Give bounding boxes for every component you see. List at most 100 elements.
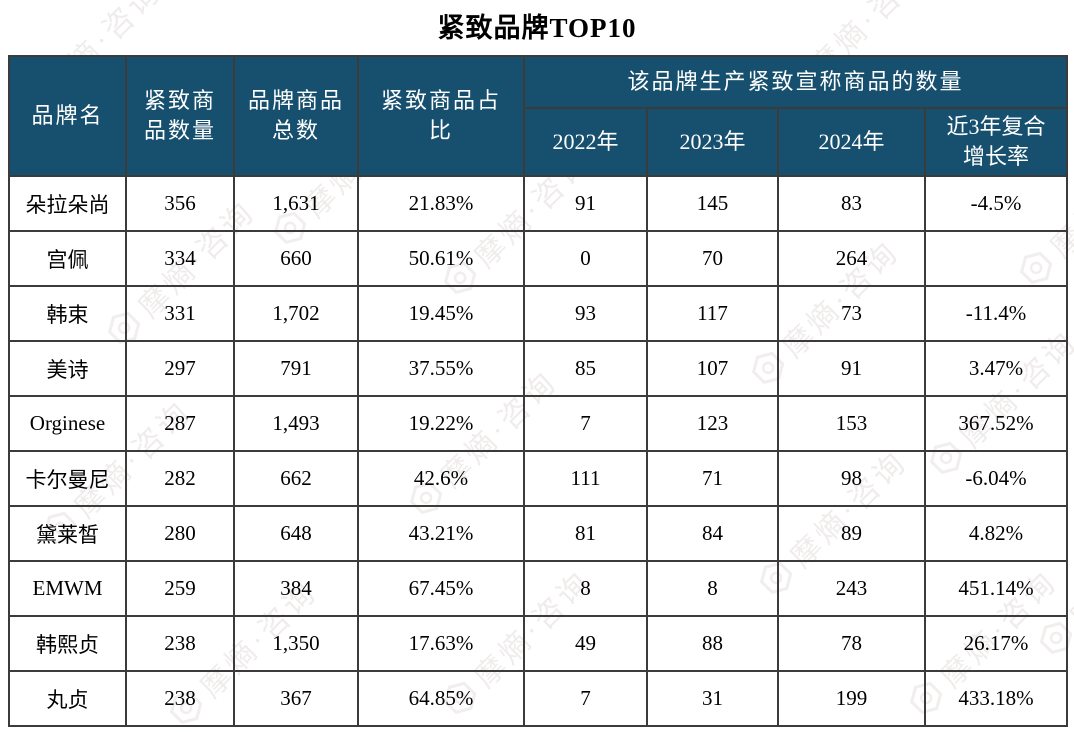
cell-firm_count: 331	[125, 285, 235, 342]
cell-y2023: 107	[646, 340, 779, 397]
cell-total_count: 1,493	[233, 395, 359, 452]
cell-y2022: 91	[523, 175, 648, 232]
cell-ratio: 19.22%	[357, 395, 525, 452]
cell-firm_count: 282	[125, 450, 235, 507]
cell-y2023: 88	[646, 615, 779, 672]
cell-total_count: 1,702	[233, 285, 359, 342]
cell-brand: 宫佩	[8, 230, 127, 287]
col-header-ratio: 紧致商品占 比	[357, 55, 525, 177]
cell-y2024: 98	[777, 450, 926, 507]
table-row: 宫佩 334 660 50.61% 0 70 264	[8, 230, 1069, 287]
cell-y2023: 145	[646, 175, 779, 232]
table-row: 朵拉朵尚 356 1,631 21.83% 91 145 83 -4.5%	[8, 175, 1069, 232]
cell-y2023: 123	[646, 395, 779, 452]
cell-cagr: 26.17%	[923, 615, 1069, 672]
cell-brand: 黛莱皙	[8, 505, 127, 562]
cell-total_count: 367	[233, 670, 359, 727]
cell-y2024: 153	[777, 395, 926, 452]
cell-total_count: 662	[233, 450, 359, 507]
cell-y2022: 111	[523, 450, 648, 507]
cell-y2022: 85	[523, 340, 648, 397]
cell-ratio: 64.85%	[357, 670, 525, 727]
cell-y2023: 8	[646, 560, 779, 617]
cell-cagr: 451.14%	[923, 560, 1069, 617]
cell-ratio: 43.21%	[357, 505, 525, 562]
table-row: 韩熙贞 238 1,350 17.63% 49 88 78 26.17%	[8, 615, 1069, 672]
cell-y2024: 243	[777, 560, 926, 617]
cell-brand: Orginese	[8, 395, 127, 452]
cell-cagr: 4.82%	[923, 505, 1069, 562]
cell-y2024: 83	[777, 175, 926, 232]
table-row: Orginese 287 1,493 19.22% 7 123 153 367.52%	[8, 395, 1069, 452]
cell-firm_count: 280	[125, 505, 235, 562]
cell-ratio: 50.61%	[357, 230, 525, 287]
cell-brand: 朵拉朵尚	[8, 175, 127, 232]
cell-brand: 丸贞	[8, 670, 127, 727]
cell-total_count: 1,631	[233, 175, 359, 232]
cell-total_count: 384	[233, 560, 359, 617]
cell-y2022: 49	[523, 615, 648, 672]
table-header: 品牌名 紧致商 品数量 品牌商品 总数 紧致商品占 比 该品牌生产紧致宣称商品的…	[8, 55, 1069, 177]
cell-y2022: 81	[523, 505, 648, 562]
table-row: 丸贞 238 367 64.85% 7 31 199 433.18%	[8, 670, 1069, 727]
col-header-group: 该品牌生产紧致宣称商品的数量	[522, 55, 1069, 109]
cell-y2022: 0	[523, 230, 648, 287]
table-row: 韩束 331 1,702 19.45% 93 117 73 -11.4%	[8, 285, 1069, 342]
cell-y2023: 117	[646, 285, 779, 342]
table-row: EMWM 259 384 67.45% 8 8 243 451.14%	[8, 560, 1069, 617]
cell-cagr: 3.47%	[923, 340, 1069, 397]
cell-total_count: 648	[233, 505, 359, 562]
col-header-brand: 品牌名	[8, 55, 127, 177]
cell-y2024: 199	[777, 670, 926, 727]
cell-brand: 美诗	[8, 340, 127, 397]
cell-firm_count: 259	[125, 560, 235, 617]
cell-y2024: 89	[777, 505, 926, 562]
top10-table: 品牌名 紧致商 品数量 品牌商品 总数 紧致商品占 比 该品牌生产紧致宣称商品的…	[8, 55, 1069, 727]
cell-y2022: 7	[523, 670, 648, 727]
cell-y2024: 78	[777, 615, 926, 672]
cell-y2023: 31	[646, 670, 779, 727]
table-row: 美诗 297 791 37.55% 85 107 91 3.47%	[8, 340, 1069, 397]
cell-total_count: 660	[233, 230, 359, 287]
table-row: 黛莱皙 280 648 43.21% 81 84 89 4.82%	[8, 505, 1069, 562]
cell-brand: EMWM	[8, 560, 127, 617]
cell-total_count: 1,350	[233, 615, 359, 672]
col-header-firm-count: 紧致商 品数量	[125, 55, 235, 177]
cell-y2023: 84	[646, 505, 779, 562]
cell-cagr: -4.5%	[923, 175, 1069, 232]
cell-cagr	[923, 230, 1069, 287]
page-title: 紧致品牌TOP10	[437, 13, 637, 43]
cell-firm_count: 297	[125, 340, 235, 397]
col-header-2022: 2022年	[523, 107, 648, 177]
cell-ratio: 21.83%	[357, 175, 525, 232]
cell-ratio: 19.45%	[357, 285, 525, 342]
cell-y2023: 70	[646, 230, 779, 287]
cell-y2022: 8	[523, 560, 648, 617]
cell-brand: 卡尔曼尼	[8, 450, 127, 507]
cell-brand: 韩熙贞	[8, 615, 127, 672]
cell-total_count: 791	[233, 340, 359, 397]
cell-y2024: 91	[777, 340, 926, 397]
cell-brand: 韩束	[8, 285, 127, 342]
cell-y2022: 93	[523, 285, 648, 342]
cell-y2023: 71	[646, 450, 779, 507]
cell-cagr: 367.52%	[923, 395, 1069, 452]
cell-cagr: 433.18%	[923, 670, 1069, 727]
col-header-cagr: 近3年复合 增长率	[923, 107, 1069, 177]
col-header-2024: 2024年	[777, 107, 926, 177]
cell-firm_count: 238	[125, 670, 235, 727]
cell-y2024: 264	[777, 230, 926, 287]
header-row-group: 品牌名 紧致商 品数量 品牌商品 总数 紧致商品占 比 该品牌生产紧致宣称商品的…	[8, 55, 1069, 177]
cell-ratio: 37.55%	[357, 340, 525, 397]
cell-firm_count: 238	[125, 615, 235, 672]
cell-ratio: 67.45%	[357, 560, 525, 617]
header-row-years: 2022年 2023年 2024年 近3年复合 增长率	[9, 107, 1069, 177]
table-row: 卡尔曼尼 282 662 42.6% 111 71 98 -6.04%	[8, 450, 1069, 507]
cell-y2024: 73	[777, 285, 926, 342]
col-header-total-count: 品牌商品 总数	[233, 55, 359, 177]
cell-firm_count: 287	[125, 395, 235, 452]
cell-ratio: 17.63%	[357, 615, 525, 672]
cell-cagr: -6.04%	[923, 450, 1069, 507]
cell-cagr: -11.4%	[923, 285, 1069, 342]
